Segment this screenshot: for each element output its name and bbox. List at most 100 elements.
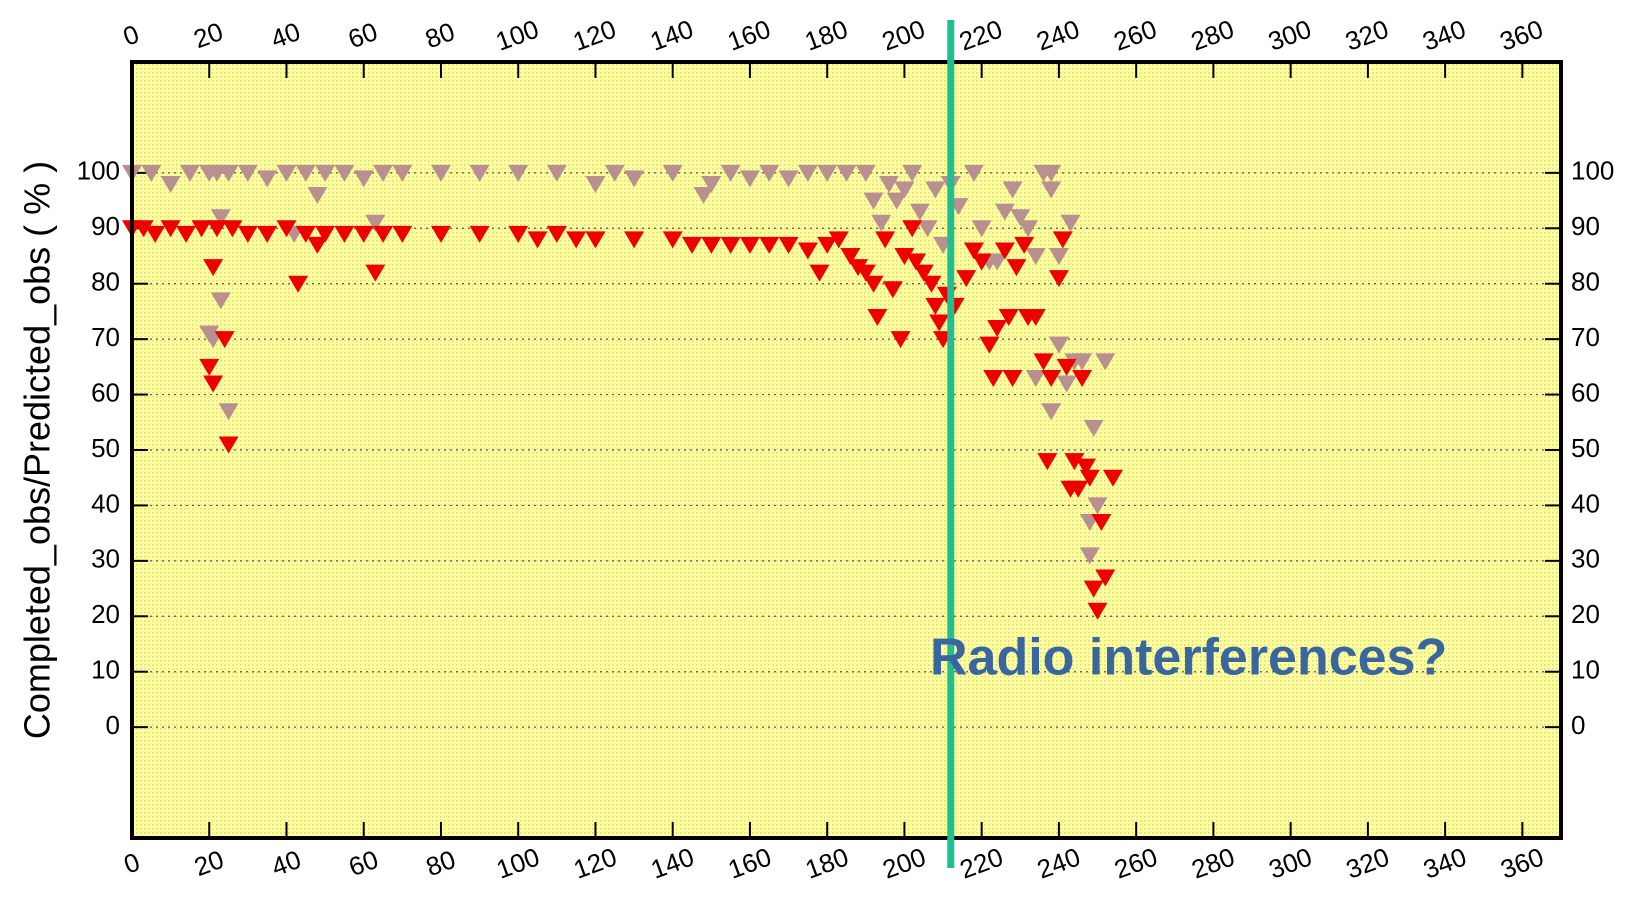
point <box>979 336 1000 354</box>
point <box>1072 369 1093 387</box>
point <box>373 225 394 243</box>
point <box>971 253 992 271</box>
point <box>1041 369 1062 387</box>
x-tick-label: 160 <box>724 842 775 885</box>
point <box>257 170 278 188</box>
point <box>141 164 162 182</box>
point <box>963 164 984 182</box>
point <box>902 220 923 238</box>
point <box>863 192 884 210</box>
point <box>759 164 780 182</box>
y-tick-label: 40 <box>91 488 120 518</box>
x-tick-label: 240 <box>1032 14 1083 57</box>
y-tick-label: 30 <box>1571 544 1600 574</box>
point <box>1083 419 1104 437</box>
x-tick-label: 140 <box>646 14 697 57</box>
point <box>469 225 490 243</box>
point <box>527 231 548 249</box>
point <box>1087 497 1108 515</box>
point <box>191 220 212 238</box>
point <box>1056 358 1077 376</box>
point <box>1056 375 1077 393</box>
point <box>1010 209 1031 227</box>
point <box>1033 353 1054 371</box>
x-tick-label: 300 <box>1264 14 1315 57</box>
point <box>759 236 780 254</box>
x-tick-label: 300 <box>1265 842 1316 885</box>
x-tick-label: 0 <box>119 19 143 52</box>
point <box>585 231 606 249</box>
point <box>956 270 977 288</box>
point <box>817 164 838 182</box>
point <box>1060 214 1081 232</box>
point <box>1041 403 1062 421</box>
y-tick-label: 90 <box>91 211 120 241</box>
x-tick-label: 100 <box>492 14 543 57</box>
point <box>1072 353 1093 371</box>
point <box>909 203 930 221</box>
point <box>1102 469 1123 487</box>
point <box>739 236 760 254</box>
point <box>906 253 927 271</box>
point <box>662 164 683 182</box>
annotation: Radio interferences? <box>930 628 1447 686</box>
point <box>1002 369 1023 387</box>
point <box>1041 164 1062 182</box>
point <box>1064 453 1085 471</box>
point <box>1087 602 1108 620</box>
x-tick-label: 20 <box>190 844 227 882</box>
y-tick-label: 80 <box>1571 267 1600 297</box>
x-tick-label: 320 <box>1341 14 1392 57</box>
point <box>1002 181 1023 199</box>
point <box>203 375 224 393</box>
point <box>365 214 386 232</box>
x-tick-label: 60 <box>345 844 382 882</box>
point <box>828 231 849 249</box>
point <box>218 403 239 421</box>
point <box>1025 248 1046 265</box>
point <box>817 236 838 254</box>
point <box>546 164 567 182</box>
point <box>1048 248 1069 265</box>
point <box>994 242 1015 260</box>
point <box>1041 181 1062 199</box>
point <box>925 297 946 315</box>
point <box>739 170 760 188</box>
y-tick-label: 70 <box>91 322 120 352</box>
point <box>1048 270 1069 288</box>
point <box>682 236 703 254</box>
point <box>1014 236 1035 254</box>
point <box>546 225 567 243</box>
y-tick-label: 100 <box>1571 156 1614 186</box>
x-tick-label: 200 <box>878 14 929 57</box>
x-tick-label: 280 <box>1187 14 1238 57</box>
point <box>778 170 799 188</box>
point <box>199 358 220 376</box>
point <box>604 164 625 182</box>
x-tick-label: 200 <box>879 842 930 885</box>
point <box>214 331 235 349</box>
point <box>334 164 355 182</box>
x-tick-label: 80 <box>422 844 459 882</box>
point <box>863 275 884 293</box>
point <box>1079 547 1100 565</box>
y-tick-label: 0 <box>106 710 120 740</box>
y-tick-label: 60 <box>91 377 120 407</box>
point <box>1037 453 1058 471</box>
x-tick-label: 220 <box>956 842 1007 885</box>
y-tick-label: 80 <box>91 267 120 297</box>
point <box>836 164 857 182</box>
point <box>1091 514 1112 532</box>
point <box>353 170 374 188</box>
x-tick-label: 120 <box>569 14 620 57</box>
point <box>963 242 984 260</box>
point <box>1048 336 1069 354</box>
point <box>315 225 336 243</box>
point <box>778 236 799 254</box>
x-tick-label: 240 <box>1033 842 1084 885</box>
x-tick-label: 20 <box>189 16 226 54</box>
x-tick-label: 180 <box>801 842 852 885</box>
point <box>720 164 741 182</box>
y-tick-label: 0 <box>1571 710 1585 740</box>
